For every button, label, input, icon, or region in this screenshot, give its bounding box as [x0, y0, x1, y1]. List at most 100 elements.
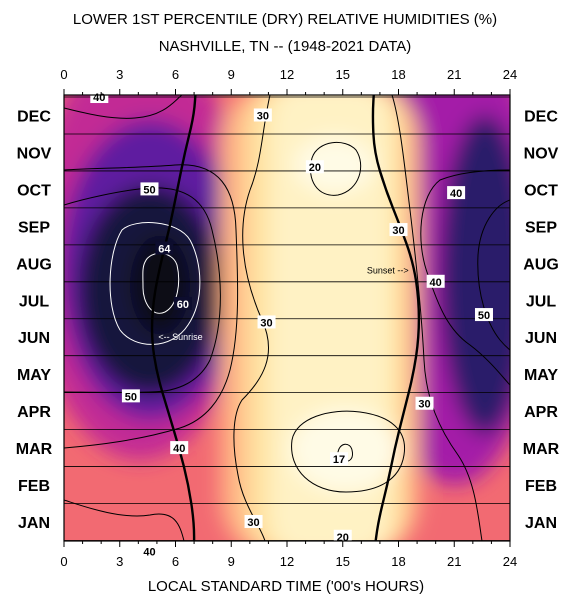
x-axis-label: LOCAL STANDARD TIME ('00's HOURS) — [148, 578, 424, 595]
x-axis-ticks — [63, 89, 511, 547]
x-tick-label: 18 — [391, 554, 405, 569]
contour-label: 40 — [140, 544, 159, 559]
contour-40-jan — [64, 499, 185, 541]
month-label: APR — [17, 404, 51, 421]
month-label: AUG — [523, 256, 559, 273]
svg-text:30: 30 — [260, 317, 272, 329]
month-label: AUG — [16, 256, 52, 273]
heat-band-morning-peak — [130, 235, 190, 335]
svg-text:40: 40 — [143, 547, 155, 559]
sunset-curve — [371, 95, 421, 541]
svg-text:30: 30 — [392, 225, 404, 237]
sunrise-curve — [150, 95, 197, 541]
month-label: DEC — [524, 109, 558, 126]
x-tick-labels-bottom: 0 3 6 9 12 15 18 21 24 — [60, 554, 517, 569]
sunset-annotation: Sunset --> — [367, 266, 409, 276]
x-tick-label: 15 — [336, 67, 350, 82]
svg-text:30: 30 — [418, 399, 430, 411]
contour-label: 30 — [253, 108, 272, 123]
x-tick-label: 9 — [228, 554, 235, 569]
contour-label: 50 — [121, 389, 140, 403]
month-label: OCT — [17, 182, 51, 199]
x-tick-label: 3 — [116, 67, 123, 82]
heat-band-evening-core — [440, 115, 510, 435]
svg-text:40: 40 — [430, 277, 442, 289]
contour-30-right — [391, 95, 483, 541]
month-label: JAN — [18, 515, 50, 532]
month-labels-right: JAN FEB MAR APR MAY JUN JUL AUG SEP OCT NOV DEC — [523, 109, 560, 533]
contour-label: 64 — [155, 241, 174, 256]
contour-label: 40 — [170, 441, 189, 455]
contour-40-morning — [64, 164, 239, 449]
month-label: JUN — [18, 330, 50, 347]
svg-text:30: 30 — [247, 517, 259, 529]
x-tick-label: 18 — [391, 67, 405, 82]
contour-label: 30 — [389, 223, 408, 237]
contour-label: 60 — [173, 296, 192, 311]
contour-label: 50 — [140, 182, 159, 196]
contour-30-left — [233, 95, 271, 541]
svg-text:30: 30 — [257, 111, 269, 123]
x-tick-label: 24 — [503, 554, 517, 569]
svg-text:40: 40 — [93, 92, 105, 104]
contour-20-mar — [291, 410, 406, 493]
contour-label: 30 — [415, 396, 434, 411]
x-tick-label: 3 — [116, 554, 123, 569]
month-label: MAY — [524, 367, 558, 384]
contour-label: 50 — [474, 308, 493, 322]
month-label: NOV — [524, 145, 559, 162]
contour-label: 30 — [257, 315, 276, 329]
month-label: JUL — [526, 293, 556, 310]
month-label: JAN — [525, 515, 557, 532]
contour-64-core — [142, 252, 180, 314]
month-label: SEP — [18, 219, 50, 236]
heat-spot-mar — [290, 408, 400, 492]
svg-text:50: 50 — [125, 391, 137, 403]
x-tick-label: 6 — [172, 67, 179, 82]
svg-text:40: 40 — [450, 188, 462, 200]
contour-label: 40 — [447, 186, 466, 200]
chart-title: LOWER 1ST PERCENTILE (DRY) RELATIVE HUMI… — [73, 11, 497, 28]
sunrise-annotation: <-- Sunrise — [158, 332, 202, 342]
contour-label: 30 — [244, 515, 263, 529]
sunset-line — [371, 95, 421, 541]
month-label: FEB — [525, 478, 557, 495]
x-tick-label: 24 — [503, 67, 517, 82]
month-label: OCT — [524, 182, 558, 199]
x-tick-labels-top: 0 3 6 9 12 15 18 21 24 — [60, 67, 517, 82]
svg-text:40: 40 — [173, 443, 185, 455]
curve-annotations: <-- Sunrise Sunset --> — [158, 266, 408, 343]
chart-subtitle: NASHVILLE, TN -- (1948-2021 DATA) — [159, 38, 412, 55]
x-tick-label: 15 — [336, 554, 350, 569]
contour-20-nov — [310, 142, 362, 196]
svg-text:17: 17 — [333, 454, 345, 466]
x-tick-label: 0 — [60, 554, 67, 569]
svg-text:50: 50 — [478, 310, 490, 322]
month-labels-left: JAN FEB MAR APR MAY JUN JUL AUG SEP OCT NOV DEC — [16, 109, 53, 533]
contour-50-evening — [477, 199, 510, 351]
month-label: MAY — [17, 367, 51, 384]
month-label: MAR — [16, 441, 53, 458]
svg-text:50: 50 — [143, 184, 155, 196]
x-tick-label: 21 — [447, 554, 461, 569]
svg-text:64: 64 — [158, 244, 171, 256]
contour-label: 20 — [305, 160, 324, 174]
x-tick-label: 12 — [280, 554, 294, 569]
contour-label: 40 — [426, 274, 445, 289]
svg-text:20: 20 — [309, 162, 321, 174]
month-label: APR — [524, 404, 558, 421]
x-tick-label: 6 — [172, 554, 179, 569]
month-label: SEP — [525, 219, 557, 236]
x-tick-label: 12 — [280, 67, 294, 82]
contour-60-core — [109, 222, 201, 345]
month-label: JUN — [525, 330, 557, 347]
x-tick-label: 9 — [228, 67, 235, 82]
svg-text:60: 60 — [177, 299, 189, 311]
month-label: NOV — [17, 145, 52, 162]
month-label: DEC — [17, 109, 51, 126]
heatmap-field — [64, 95, 510, 541]
sunrise-line — [150, 95, 197, 541]
contour-label: 17 — [330, 452, 349, 466]
